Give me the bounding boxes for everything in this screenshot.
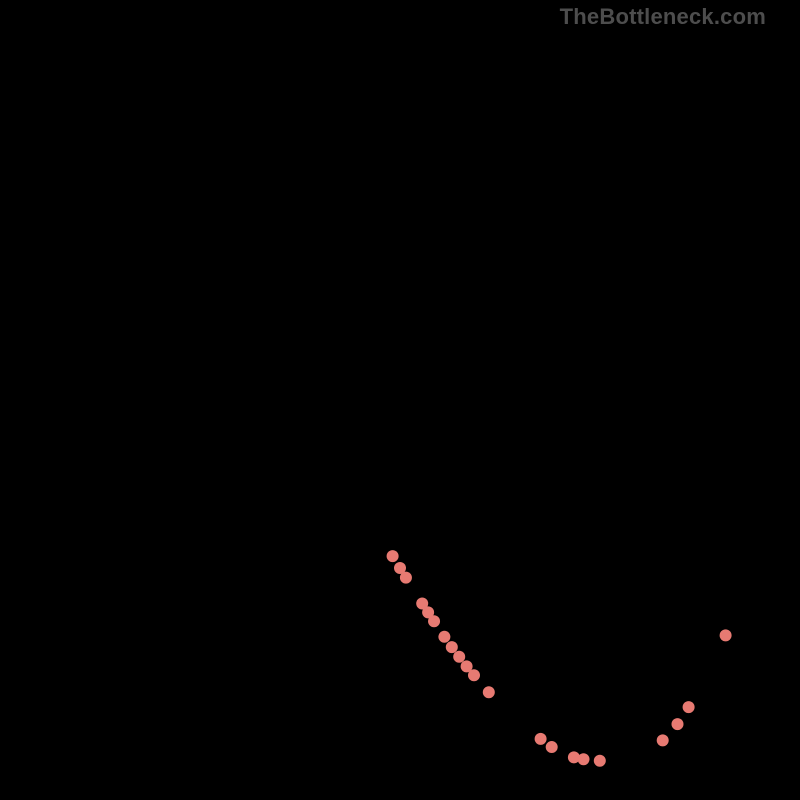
data-markers [387,550,732,767]
data-marker [578,753,590,765]
data-marker [483,686,495,698]
data-marker [594,755,606,767]
bottleneck-curve-chart [30,30,770,770]
data-marker [438,631,450,643]
chart-container: TheBottleneck.com [0,0,800,800]
chart-background [30,30,770,770]
data-marker [468,669,480,681]
data-marker [453,651,465,663]
data-marker [657,734,669,746]
data-marker [428,615,440,627]
data-marker [672,718,684,730]
data-marker [446,641,458,653]
data-marker [683,701,695,713]
data-marker [720,629,732,641]
data-marker [546,741,558,753]
watermark-text: TheBottleneck.com [560,4,766,30]
data-marker [535,733,547,745]
bottleneck-curve [49,30,771,761]
data-marker [387,550,399,562]
data-marker [400,572,412,584]
